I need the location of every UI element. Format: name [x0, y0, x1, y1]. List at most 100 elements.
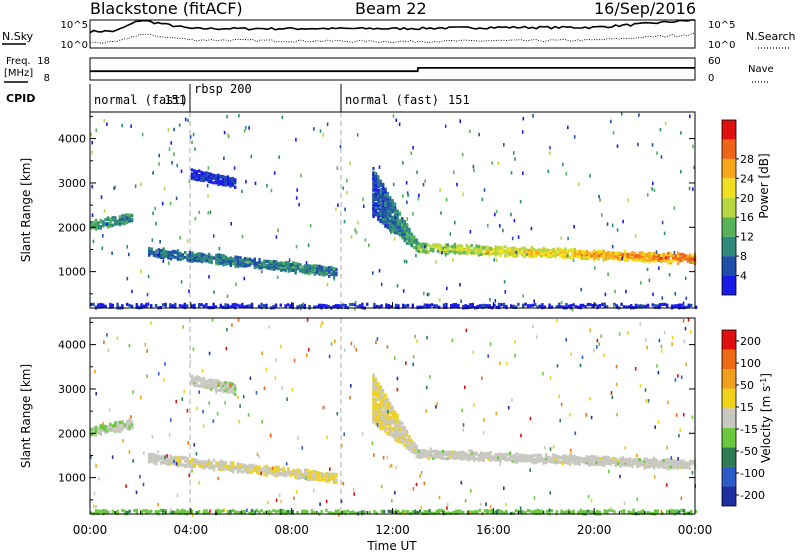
velocity-echo-cell — [224, 389, 227, 393]
velocity-scatter-echo — [208, 351, 211, 356]
power-scatter-echo — [308, 271, 310, 276]
velocity-echo-cell — [205, 460, 208, 464]
power-echo-cell — [564, 247, 567, 251]
velocity-echo-cell — [556, 457, 560, 461]
power-scatter-echo — [226, 114, 228, 119]
power-scatter-echo — [607, 272, 609, 276]
power-echo-cell — [528, 248, 531, 252]
velocity-echo-cell — [372, 379, 375, 383]
velocity-echo-cell — [186, 460, 189, 464]
power-echo-cell — [217, 175, 220, 180]
power-echo-cell — [633, 251, 637, 255]
power-echo-cell — [398, 222, 402, 227]
velocity-echo-cell — [325, 474, 328, 479]
power-echo-cell — [634, 303, 638, 307]
power-scatter-echo — [648, 278, 651, 282]
velocity-echo-cell — [150, 509, 153, 513]
power-scatter-echo — [168, 261, 170, 265]
power-echo-cell — [381, 182, 385, 186]
power-echo-cell — [520, 247, 524, 251]
velocity-echo-cell — [289, 470, 292, 474]
power-echo-cell — [664, 257, 668, 262]
velocity-echo-cell — [681, 459, 685, 463]
velocity-echo-cell — [128, 420, 131, 424]
power-echo-cell — [384, 209, 387, 213]
velocity-echo-cell — [542, 460, 545, 464]
power-echo-cell — [494, 247, 497, 251]
power-scatter-echo — [689, 114, 691, 118]
power-echo-cell — [493, 303, 496, 307]
power-echo-cell — [287, 266, 290, 270]
power-echo-cell — [662, 256, 665, 260]
velocity-scatter-echo — [265, 367, 268, 372]
power-scatter-echo — [266, 184, 268, 188]
velocity-echo-cell — [602, 455, 605, 459]
velocity-echo-cell — [377, 391, 380, 395]
velocity-echo-cell — [386, 402, 390, 406]
power-scatter-echo — [92, 239, 95, 244]
velocity-echo-cell — [453, 453, 457, 457]
velocity-echo-cell — [609, 460, 613, 464]
power-echo-cell — [377, 214, 380, 218]
power-scatter-echo — [469, 129, 471, 134]
power-echo-cell — [636, 258, 639, 262]
velocity-ylabel: Slant Range [km] — [19, 364, 33, 468]
xtick-label-1: 04:00 — [174, 523, 209, 537]
nsearch-tick-top: 10^5 — [708, 20, 735, 31]
power-echo-cell — [118, 219, 122, 224]
velocity-echo-cell — [595, 455, 598, 459]
velocity-scatter-echo — [446, 502, 449, 507]
power-echo-cell — [282, 267, 285, 271]
velocity-scatter-echo — [520, 433, 522, 438]
power-echo-cell — [478, 304, 482, 308]
power-echo-cell — [544, 248, 548, 252]
power-echo-cell — [405, 222, 409, 227]
power-echo-cell — [299, 267, 302, 271]
power-echo-cell — [183, 302, 186, 306]
velocity-colorbar-label-text: Velocity [m s — [759, 386, 773, 463]
power-echo-cell — [525, 252, 529, 257]
velocity-echo-cell — [155, 457, 158, 462]
velocity-echo-cell — [118, 420, 122, 424]
velocity-echo-cell — [508, 455, 512, 459]
velocity-echo-cell — [669, 465, 673, 469]
power-scatter-echo — [410, 151, 412, 155]
velocity-echo-cell — [191, 457, 194, 461]
power-echo-cell — [386, 191, 390, 196]
power-scatter-echo — [656, 151, 658, 155]
power-echo-cell — [457, 303, 460, 308]
velocity-echo-cell — [602, 461, 605, 465]
velocity-echo-cell — [232, 461, 235, 465]
velocity-echo-cell — [667, 459, 670, 463]
noise-series — [89, 19, 696, 44]
power-echo-cell — [279, 303, 282, 307]
power-echo-cell — [561, 255, 565, 259]
power-echo-cell — [123, 216, 126, 220]
power-echo-cell — [626, 252, 629, 257]
velocity-colorbar-label: Velocity [m s-1] — [759, 373, 774, 463]
velocity-echo-cell — [675, 509, 678, 513]
velocity-echo-cell — [171, 510, 174, 514]
power-echo-cell — [226, 182, 230, 186]
velocity-echo-cell — [638, 463, 641, 467]
power-echo-cell — [523, 246, 526, 250]
power-echo-cell — [339, 304, 342, 308]
velocity-echo-cell — [291, 509, 294, 514]
power-echo-cell — [200, 303, 203, 307]
power-echo-cell — [446, 249, 449, 253]
power-echo-cell — [534, 303, 537, 307]
velocity-echo-cell — [311, 477, 314, 482]
power-echo-cell — [640, 253, 644, 257]
power-scatter-echo — [223, 156, 225, 160]
velocity-scatter-echo — [598, 342, 601, 346]
velocity-colorbar-segment-8 — [722, 330, 736, 350]
velocity-echo-cell — [335, 478, 338, 482]
power-scatter-echo — [131, 289, 133, 294]
power-echo-cell — [523, 249, 526, 253]
velocity-echo-cell — [102, 424, 105, 428]
velocity-echo-cell — [646, 510, 650, 515]
velocity-scatter-echo — [499, 361, 501, 365]
power-echo-cell — [470, 248, 473, 252]
power-scatter-echo — [162, 259, 165, 263]
velocity-echo-cell — [379, 393, 382, 397]
